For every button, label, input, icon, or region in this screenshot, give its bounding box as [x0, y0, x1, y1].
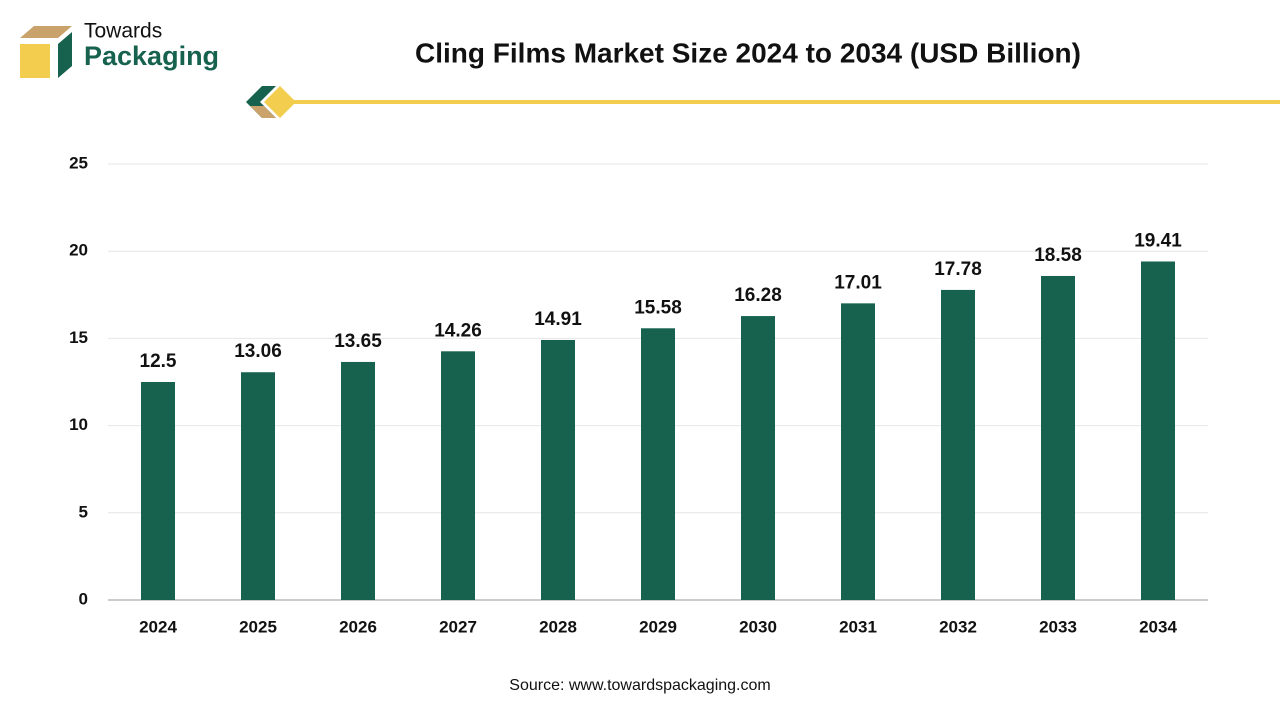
value-label: 19.41 — [1134, 231, 1182, 252]
bar — [641, 328, 675, 600]
value-label: 15.58 — [634, 297, 682, 318]
y-tick-label: 20 — [69, 241, 88, 260]
logo-text: Packaging — [84, 41, 219, 71]
bar — [241, 372, 275, 600]
bar — [1041, 275, 1075, 600]
x-tick-label: 2028 — [539, 617, 577, 636]
bar — [341, 361, 375, 600]
bar — [441, 351, 475, 600]
x-tick-label: 2029 — [639, 617, 677, 636]
title-decoration — [246, 86, 1280, 118]
x-tick-label: 2030 — [739, 617, 777, 636]
x-tick-label: 2025 — [239, 617, 277, 636]
value-label: 14.91 — [534, 309, 582, 330]
x-tick-label: 2024 — [139, 617, 177, 636]
chart-title: Cling Films Market Size 2024 to 2034 (US… — [415, 37, 1081, 68]
y-tick-label: 5 — [79, 502, 88, 521]
bar — [141, 382, 175, 600]
value-label: 17.01 — [834, 272, 882, 293]
x-tick-label: 2026 — [339, 617, 377, 636]
bar — [841, 303, 875, 600]
bar — [541, 339, 575, 600]
value-label: 12.5 — [140, 351, 177, 372]
value-label: 14.26 — [434, 320, 482, 341]
x-tick-label: 2034 — [1139, 617, 1177, 636]
y-tick-label: 15 — [69, 328, 88, 347]
value-label: 13.65 — [334, 331, 382, 352]
x-tick-label: 2031 — [839, 617, 877, 636]
x-tick-label: 2033 — [1039, 617, 1077, 636]
bar — [1141, 261, 1175, 600]
bar — [741, 316, 775, 600]
value-label: 17.78 — [934, 259, 982, 280]
bar — [941, 289, 975, 600]
logo-text: Towards — [84, 20, 162, 43]
value-label: 16.28 — [734, 285, 782, 306]
source: Source: www.towardspackaging.com — [509, 677, 770, 694]
logo-icon — [20, 26, 72, 78]
value-label: 13.06 — [234, 341, 282, 362]
x-tick-label: 2032 — [939, 617, 977, 636]
y-tick-label: 10 — [69, 415, 88, 434]
x-tick-label: 2027 — [439, 617, 477, 636]
y-tick-label: 25 — [69, 153, 88, 172]
y-tick-label: 0 — [79, 589, 88, 608]
value-label: 18.58 — [1034, 245, 1082, 266]
